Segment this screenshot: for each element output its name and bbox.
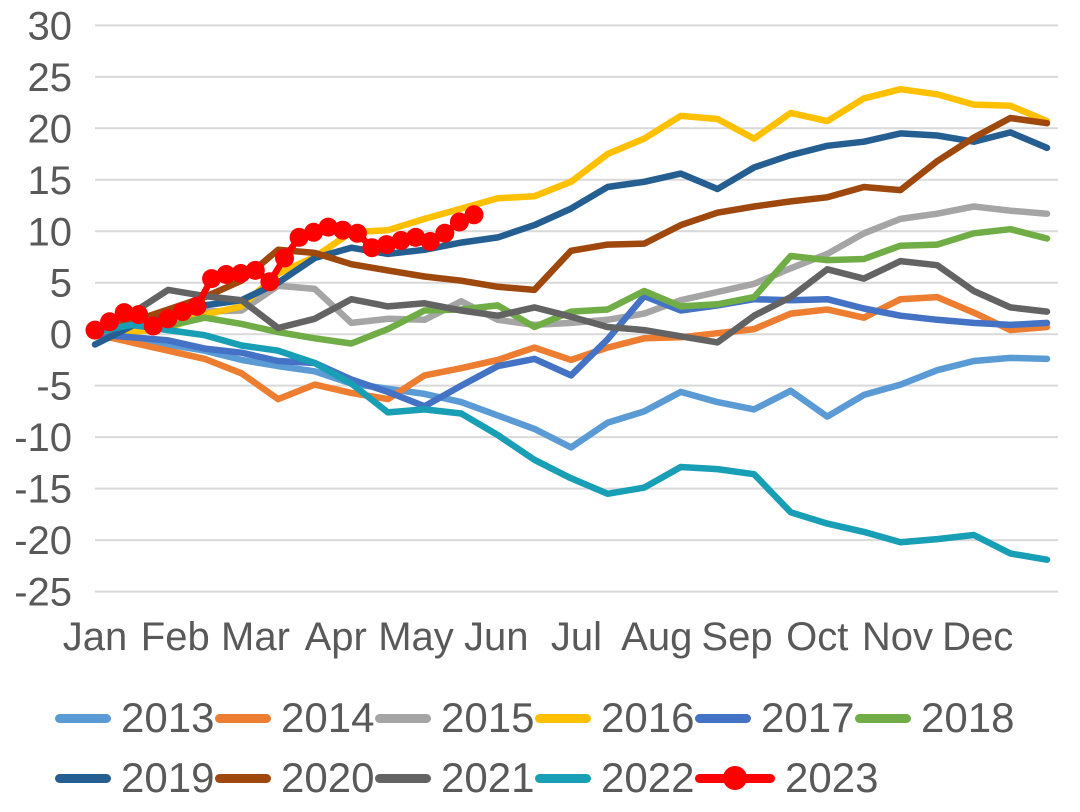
legend-item-2016[interactable]: 2016 [535,697,695,739]
x-axis-label: Mar [221,615,290,659]
series-marker-2023 [260,272,280,292]
series-line-2018 [91,225,1051,347]
series-marker-2023 [143,316,163,336]
series-line-2017 [91,292,1051,410]
y-axis-tick-label: 15 [28,159,73,203]
series-marker-2023 [245,260,265,280]
legend-line-icon [55,713,111,723]
legend-line-icon [855,713,911,723]
legend-item-2014[interactable]: 2014 [215,697,375,739]
legend-label: 2020 [281,754,375,801]
series-marker-2023 [362,238,382,258]
legend-item-2021[interactable]: 2021 [375,757,535,799]
legend-item-2017[interactable]: 2017 [695,697,855,739]
y-axis-tick-label: 5 [50,262,72,306]
legend-line-icon [55,773,111,783]
x-axis-label: Apr [305,615,367,659]
series-marker-2023 [377,235,396,255]
x-axis-label: Dec [942,615,1013,659]
legend-item-2019[interactable]: 2019 [55,757,215,799]
series-line-2013 [91,330,1051,451]
series-line-2021 [91,257,1051,346]
series-line-2015 [91,203,1051,338]
legend-label: 2016 [601,694,695,741]
series-marker-2023 [202,269,222,289]
y-axis-tick-label: 10 [28,210,73,254]
series-marker-2023 [173,302,192,322]
legend-line-icon [215,713,271,723]
legend-item-2022[interactable]: 2022 [535,757,695,799]
legend-line-icon [535,773,591,783]
legend-line-icon [215,773,271,783]
series-line-2022 [91,321,1051,563]
x-axis-label: Aug [621,615,692,659]
series-marker-2023 [435,223,455,243]
legend-row-1: 2013 2014 2015 2016 2017 2018 [55,692,1065,744]
legend-label: 2019 [121,754,215,801]
series-marker-2023 [304,222,324,242]
x-axis-label: Jan [63,615,128,659]
x-axis-label: Oct [786,615,848,659]
x-axis-label: Jul [551,615,602,659]
series-marker-2023 [289,227,309,247]
legend-row-2: 2019 2020 2021 2022 2023 [55,752,1065,804]
x-axis-label: Jun [464,615,529,659]
series-marker-2023 [129,305,149,325]
legend-item-2015[interactable]: 2015 [375,697,535,739]
y-axis-tick-label: 0 [50,313,72,357]
legend-item-2020[interactable]: 2020 [215,757,375,799]
legend-dot-icon [723,766,747,790]
x-axis-label: Nov [862,615,933,659]
y-axis-tick-label: -15 [14,468,72,512]
y-axis-tick-label: 20 [28,107,73,151]
series-marker-2023 [231,264,251,283]
series-line-2019 [91,129,1051,348]
legend-line-icon [375,713,431,723]
y-axis-tick-label: -25 [14,571,72,615]
y-axis-tick-label: -5 [36,365,72,409]
legend-label: 2014 [281,694,375,741]
legend-label: 2013 [121,694,215,741]
y-axis-tick-label: -20 [14,519,72,563]
legend: 2013 2014 2015 2016 2017 2018 2019 2020 2021 2022… [55,692,1065,812]
legend-label: 2015 [441,694,535,741]
series-marker-2023 [158,309,178,329]
legend-line-icon [375,773,431,783]
legend-item-2023[interactable]: 2023 [695,757,895,799]
legend-label: 2022 [601,754,695,801]
series-marker-2023 [114,303,134,323]
series-marker-2023 [100,312,120,332]
series-marker-2023 [420,232,440,251]
legend-label: 2018 [921,694,1015,741]
legend-line-marker-swatch [695,766,775,790]
x-axis-label: May [378,615,454,659]
legend-label: 2021 [441,754,535,801]
series-marker-2023 [347,223,367,243]
legend-label: 2017 [761,694,855,741]
series-marker-2023 [187,296,207,316]
legend-item-2013[interactable]: 2013 [55,697,215,739]
series-marker-2023 [391,231,411,250]
series-marker-2023 [449,212,469,232]
series-marker-2023 [464,205,484,225]
legend-line-icon [695,713,751,723]
series-marker-2023 [333,220,353,240]
x-axis-label: Feb [141,615,210,659]
series-marker-2023 [85,320,105,340]
y-axis-tick-label: -10 [14,416,72,460]
legend-line-icon [535,713,591,723]
series-marker-2023 [216,265,236,284]
series-marker-2023 [318,217,338,237]
y-axis-tick-label: 25 [28,56,73,100]
series-marker-2023 [275,248,294,268]
y-axis-tick-label: 30 [28,4,73,48]
series-marker-2023 [406,227,426,247]
x-axis-label: Sep [701,615,772,659]
series-line-2014 [91,293,1051,403]
legend-label: 2023 [785,754,879,801]
legend-item-2018[interactable]: 2018 [855,697,1015,739]
